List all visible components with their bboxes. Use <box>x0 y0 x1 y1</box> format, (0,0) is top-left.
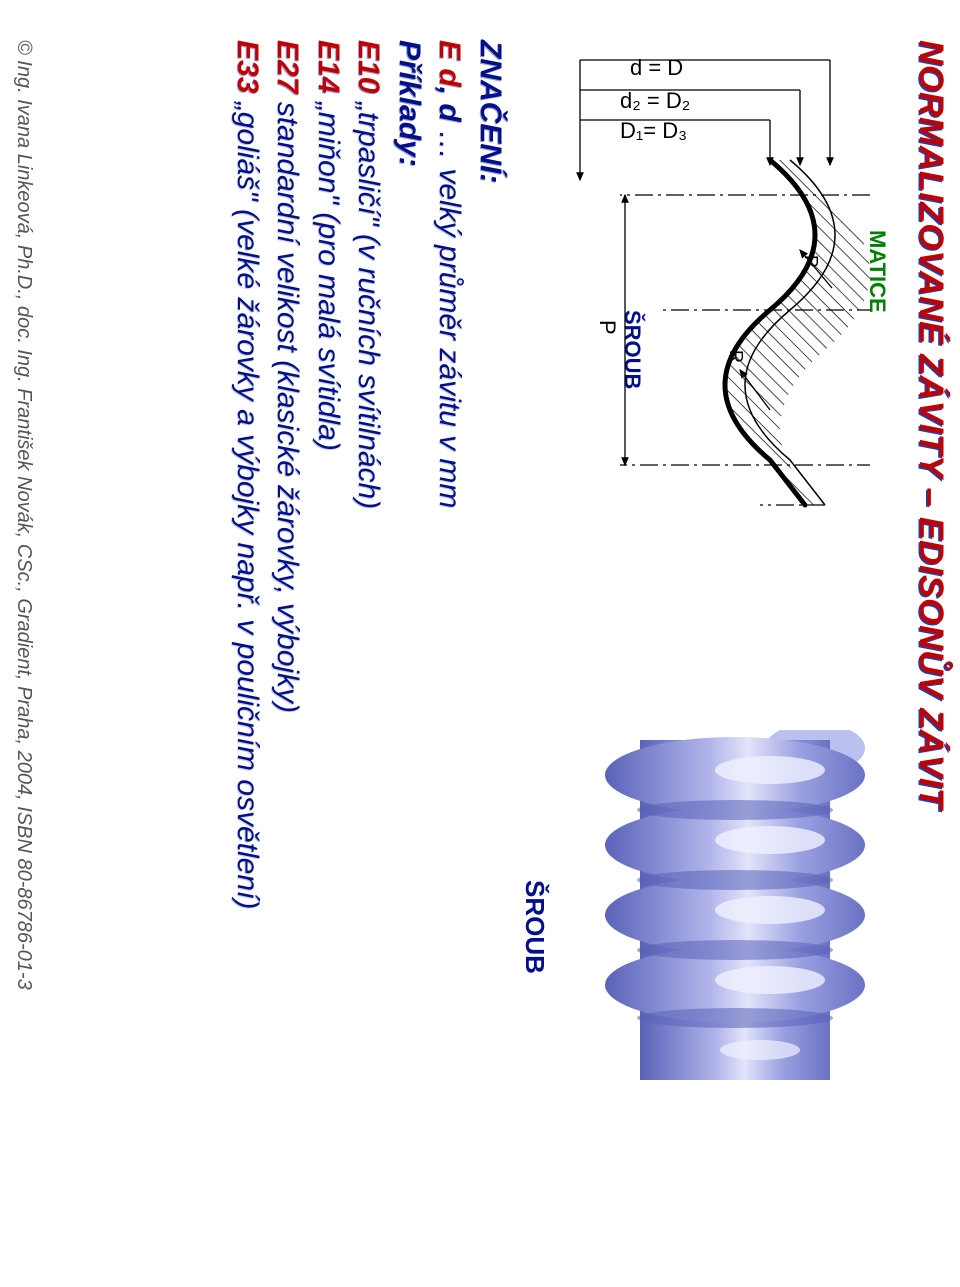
dim-R1: R <box>801 255 821 268</box>
dim-P: P <box>595 320 620 335</box>
screw-3d <box>565 730 905 1080</box>
page-title: NORMALIZOVANÉ ZÁVITY – EDISONŮV ZÁVIT <box>911 40 950 809</box>
ed-d: d <box>434 103 467 121</box>
footer-copyright: © Ing. Ivana Linkeová, Ph.D., doc. Ing. … <box>12 40 35 990</box>
dim-d1D3: D₁= D₃ <box>620 118 687 143</box>
example-row: E14 „miňon" (pro malá svítidla) <box>308 40 349 1240</box>
ed-desc: … velký průměr závitu v mm <box>434 122 467 509</box>
dim-R2: R <box>726 350 746 363</box>
dim-d2D2: d₂ = D₂ <box>620 88 690 113</box>
ed-code: E d <box>434 40 467 87</box>
body-text: ZNAČENÍ: E d, d … velký průměr závitu v … <box>227 40 511 1240</box>
dim-dD: d = D <box>630 55 683 80</box>
example-row: E27 standardní velikost (klasické žárovk… <box>267 40 308 1240</box>
znaceni-heading: ZNAČENÍ: <box>474 40 507 183</box>
example-row: E10 „trpasličí" (v ručních svítilnách) <box>348 40 389 1240</box>
priklady-heading: Příklady: <box>393 40 426 167</box>
example-row: E33 „goliáš" (velké žárovky a výbojky na… <box>227 40 268 1240</box>
thread-profile-diagram: R R d = D d₂ = D₂ D₁= D₃ P <box>560 50 870 530</box>
sroub-3d-label: ŠROUB <box>519 880 550 974</box>
